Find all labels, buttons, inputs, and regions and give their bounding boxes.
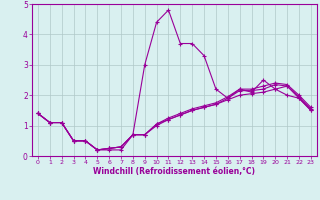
X-axis label: Windchill (Refroidissement éolien,°C): Windchill (Refroidissement éolien,°C) [93,167,255,176]
